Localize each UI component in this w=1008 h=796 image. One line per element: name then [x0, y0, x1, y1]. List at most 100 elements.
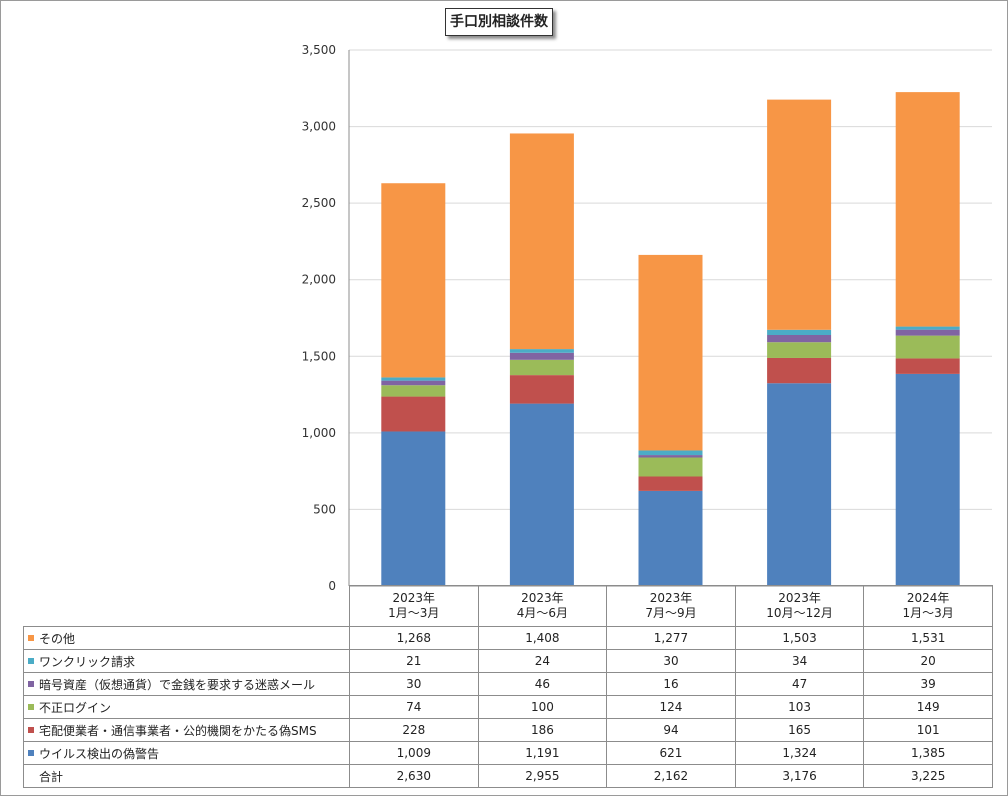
data-value: 149	[863, 695, 993, 719]
total-value: 3,225	[863, 764, 993, 788]
data-value: 20	[863, 649, 993, 673]
bar-segment-s2-c3	[767, 342, 832, 358]
category-label-line: 2023年	[778, 591, 821, 605]
data-value: 34	[734, 649, 865, 673]
legend-key	[28, 681, 34, 687]
category-label-line: 1月～3月	[388, 606, 440, 620]
legend-key	[28, 658, 34, 664]
legend-key	[28, 704, 34, 710]
category-label-line: 2023年	[521, 591, 564, 605]
data-value: 74	[349, 695, 479, 719]
data-value: 39	[863, 672, 993, 696]
total-value: 2,162	[606, 764, 736, 788]
data-value: 1,191	[477, 741, 608, 765]
data-value: 30	[606, 649, 736, 673]
bar-segment-s1-c3	[767, 357, 832, 384]
data-value: 94	[606, 718, 736, 742]
bar-segment-s4-c1	[509, 349, 574, 353]
data-value: 21	[349, 649, 479, 673]
data-value: 186	[477, 718, 608, 742]
category-label: 2023年 1月～3月	[349, 585, 479, 627]
category-label-line: 2023年	[649, 591, 693, 605]
bar-segment-s3-c2	[638, 455, 703, 458]
category-label-line: 2024年	[906, 591, 950, 605]
data-value: 124	[606, 695, 736, 719]
category-label: 2023年 7月～9月	[606, 585, 736, 627]
bar-segment-s4-c0	[381, 377, 446, 381]
table-row: ワンクリック請求 21 24 30 34 20	[23, 649, 993, 673]
series-label: ワンクリック請求	[23, 649, 350, 673]
table-row: ウイルス検出の偽警告 1,009 1,191 621 1,324 1,385	[23, 741, 993, 765]
data-value: 1,268	[349, 626, 479, 650]
bar-segment-s3-c0	[381, 380, 446, 386]
data-value: 165	[734, 718, 865, 742]
data-value: 1,324	[734, 741, 865, 765]
table-row: 暗号資産（仮想通貨）で金銭を要求する迷惑メール 30 46 16 47 39	[23, 672, 993, 696]
category-label: 2023年 4月～6月	[477, 585, 608, 627]
bar-segment-s1-c2	[638, 476, 703, 491]
series-name: 宅配便業者・通信事業者・公的機関をかたる偽SMS	[39, 723, 317, 738]
category-label: 2024年 1月～3月	[863, 585, 993, 627]
series-label: ウイルス検出の偽警告	[23, 741, 350, 765]
data-value: 1,531	[863, 626, 993, 650]
data-value: 621	[606, 741, 736, 765]
y-tick-label: 1,500	[302, 349, 336, 363]
bar-segment-s0-c0	[381, 431, 446, 586]
bar-segment-s3-c4	[895, 329, 960, 336]
series-label: 不正ログイン	[23, 695, 350, 719]
bar-segment-s3-c3	[767, 334, 832, 343]
table-header-row: 2023年 1月～3月 2023年 4月～6月 2023年 7月～9月 2023年 10月～1…	[23, 585, 993, 627]
bar-segment-s4-c3	[767, 329, 832, 335]
category-label-line: 7月～9月	[645, 606, 697, 620]
legend-key	[28, 750, 34, 756]
data-value: 103	[734, 695, 865, 719]
data-value: 1,408	[477, 626, 608, 650]
bar-segment-s2-c2	[638, 457, 703, 477]
y-tick-label: 3,000	[302, 120, 336, 134]
chart-title: 手口別相談件数	[445, 8, 553, 36]
y-tick-label: 500	[313, 502, 336, 516]
bar-segment-s5-c4	[895, 92, 960, 327]
data-table: 2023年 1月～3月 2023年 4月～6月 2023年 7月～9月 2023年 10月～1…	[23, 585, 993, 788]
legend-key	[28, 727, 34, 733]
data-value: 1,385	[863, 741, 993, 765]
y-tick-label: 3,500	[302, 43, 336, 57]
table-row-total: 合計 2,630 2,955 2,162 3,176 3,225	[23, 764, 993, 788]
category-label-line: 10月～12月	[766, 606, 833, 620]
data-value: 1,503	[734, 626, 865, 650]
category-label-line: 4月～6月	[516, 606, 569, 620]
table-row: 不正ログイン 74 100 124 103 149	[23, 695, 993, 719]
bar-segment-s4-c2	[638, 450, 703, 456]
bar-segment-s5-c2	[638, 254, 703, 451]
series-name: 暗号資産（仮想通貨）で金銭を要求する迷惑メール	[39, 677, 316, 692]
data-value: 1,009	[349, 741, 479, 765]
bar-segment-s1-c0	[381, 396, 446, 432]
category-label-line: 2023年	[392, 591, 436, 605]
series-name: 不正ログイン	[39, 700, 112, 715]
y-tick-label: 1,000	[302, 426, 336, 440]
data-value: 47	[734, 672, 865, 696]
total-value: 2,955	[477, 764, 608, 788]
data-value: 1,277	[606, 626, 736, 650]
category-label: 2023年 10月～12月	[734, 585, 865, 627]
bar-segment-s0-c3	[767, 383, 832, 586]
data-value: 16	[606, 672, 736, 696]
series-name: その他	[39, 631, 76, 646]
total-label: 合計	[23, 764, 350, 788]
table-row: その他 1,268 1,408 1,277 1,503 1,531	[23, 626, 993, 650]
y-tick-label: 2,500	[302, 196, 336, 210]
table-corner	[23, 585, 350, 627]
bar-segment-s2-c1	[509, 359, 574, 376]
bar-segment-s1-c1	[509, 375, 574, 404]
legend-key	[28, 635, 34, 641]
series-name: ウイルス検出の偽警告	[39, 746, 160, 761]
bar-segment-s0-c4	[895, 373, 960, 586]
data-value: 24	[477, 649, 608, 673]
bar-segment-s4-c4	[895, 326, 960, 330]
data-value: 101	[863, 718, 993, 742]
bar-segment-s0-c1	[509, 403, 574, 586]
bar-segment-s1-c4	[895, 358, 960, 374]
bar-segment-s5-c3	[767, 99, 832, 330]
bar-segment-s0-c2	[638, 490, 703, 586]
series-label: 宅配便業者・通信事業者・公的機関をかたる偽SMS	[23, 718, 350, 742]
